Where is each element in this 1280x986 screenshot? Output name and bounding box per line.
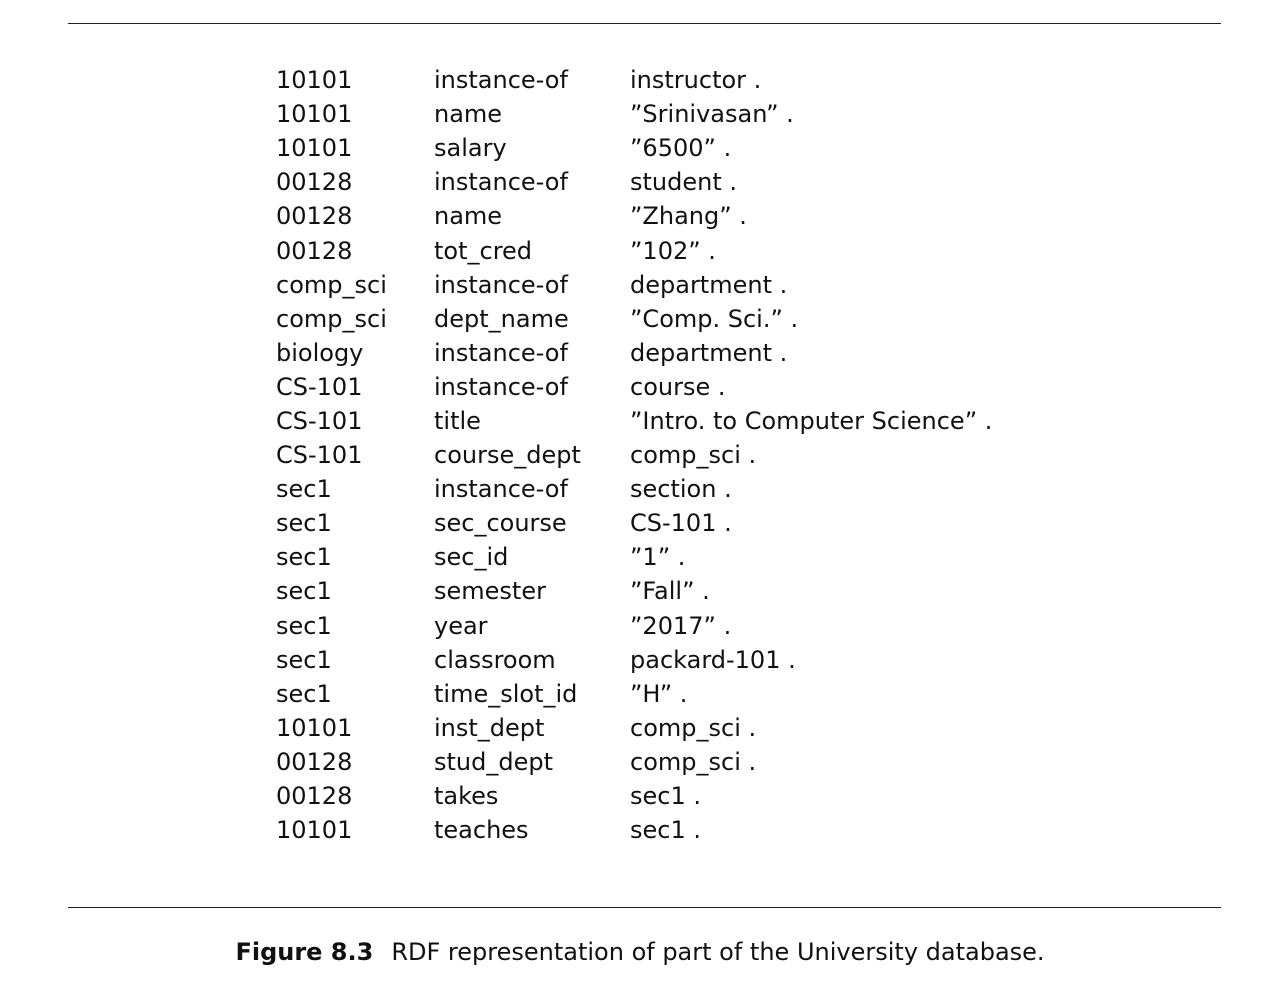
triple-predicate: instance-of — [434, 66, 568, 95]
triple-object: ”Fall” . — [630, 577, 710, 606]
triple-predicate: salary — [434, 134, 507, 163]
triple-object: comp_sci . — [630, 747, 757, 776]
triple-object: comp_sci . — [630, 441, 757, 470]
triple-predicate: instance-of — [434, 372, 568, 401]
triple-subject: sec1 — [276, 577, 332, 606]
triple-object: sec1 . — [630, 782, 701, 811]
triple-object: packard-101 . — [630, 645, 796, 674]
bottom-rule — [68, 907, 1221, 908]
triple-subject: sec1 — [276, 543, 332, 572]
rdf-triple-list: 10101 instance-of instructor . 10101 name ”S… — [276, 63, 992, 847]
triple-row: sec1 sec_id ”1” . — [276, 540, 992, 574]
triple-subject: CS-101 — [276, 441, 363, 470]
triple-row: CS-101 instance-of course . — [276, 370, 992, 404]
triple-subject: biology — [276, 338, 364, 367]
triple-subject: 10101 — [276, 66, 353, 95]
triple-object: student . — [630, 168, 738, 197]
triple-object: ”102” . — [630, 236, 716, 265]
triple-subject: comp_sci — [276, 304, 387, 333]
triple-subject: 00128 — [276, 782, 353, 811]
triple-subject: 00128 — [276, 747, 353, 776]
triple-predicate: sec_id — [434, 543, 509, 572]
triple-row: 10101 instance-of instructor . — [276, 63, 992, 97]
triple-object: ”Intro. to Computer Science” . — [630, 406, 993, 435]
triple-predicate: instance-of — [434, 475, 568, 504]
triple-object: ”Comp. Sci.” . — [630, 304, 799, 333]
triple-predicate: name — [434, 100, 503, 129]
triple-row: 00128 stud_dept comp_sci . — [276, 745, 992, 779]
triple-row: 10101 teaches sec1 . — [276, 813, 992, 847]
triple-subject: sec1 — [276, 645, 332, 674]
triple-row: 10101 inst_dept comp_sci . — [276, 711, 992, 745]
triple-row: 00128 instance-of student . — [276, 165, 992, 199]
triple-row: sec1 year ”2017” . — [276, 609, 992, 643]
triple-row: sec1 time_slot_id ”H” . — [276, 677, 992, 711]
triple-row: 10101 salary ”6500” . — [276, 131, 992, 165]
triple-row: comp_sci dept_name ”Comp. Sci.” . — [276, 302, 992, 336]
triple-row: sec1 semester ”Fall” . — [276, 574, 992, 608]
figure-caption-text: RDF representation of part of the Univer… — [391, 938, 1045, 966]
triple-predicate: takes — [434, 782, 499, 811]
triple-subject: 10101 — [276, 100, 353, 129]
triple-subject: CS-101 — [276, 372, 363, 401]
triple-row: sec1 sec_course CS-101 . — [276, 506, 992, 540]
triple-object: ”6500” . — [630, 134, 732, 163]
triple-predicate: inst_dept — [434, 713, 545, 742]
triple-predicate: instance-of — [434, 338, 568, 367]
triple-object: course . — [630, 372, 726, 401]
triple-object: comp_sci . — [630, 713, 757, 742]
triple-subject: 10101 — [276, 713, 353, 742]
triple-predicate: semester — [434, 577, 546, 606]
triple-object: department . — [630, 338, 788, 367]
triple-predicate: instance-of — [434, 168, 568, 197]
triple-row: CS-101 course_dept comp_sci . — [276, 438, 992, 472]
triple-predicate: teaches — [434, 816, 529, 845]
triple-subject: comp_sci — [276, 270, 387, 299]
triple-predicate: sec_course — [434, 509, 567, 538]
triple-predicate: classroom — [434, 645, 556, 674]
triple-subject: sec1 — [276, 679, 332, 708]
triple-row: comp_sci instance-of department . — [276, 268, 992, 302]
triple-object: department . — [630, 270, 788, 299]
triple-predicate: tot_cred — [434, 236, 533, 265]
triple-subject: 00128 — [276, 168, 353, 197]
triple-object: ”Srinivasan” . — [630, 100, 794, 129]
triple-subject: sec1 — [276, 509, 332, 538]
triple-object: section . — [630, 475, 732, 504]
triple-row: sec1 instance-of section . — [276, 472, 992, 506]
triple-predicate: instance-of — [434, 270, 568, 299]
triple-subject: 00128 — [276, 236, 353, 265]
triple-subject: sec1 — [276, 611, 332, 640]
triple-predicate: name — [434, 202, 503, 231]
top-rule — [68, 23, 1221, 24]
triple-row: 00128 takes sec1 . — [276, 779, 992, 813]
triple-row: 00128 name ”Zhang” . — [276, 199, 992, 233]
triple-row: 10101 name ”Srinivasan” . — [276, 97, 992, 131]
figure-label: Figure 8.3 — [235, 938, 374, 966]
triple-row: biology instance-of department . — [276, 336, 992, 370]
triple-object: ”Zhang” . — [630, 202, 747, 231]
triple-row: CS-101 title ”Intro. to Computer Science” … — [276, 404, 992, 438]
triple-predicate: course_dept — [434, 441, 581, 470]
triple-object: instructor . — [630, 66, 762, 95]
triple-predicate: time_slot_id — [434, 679, 578, 708]
triple-object: ”H” . — [630, 679, 688, 708]
triple-subject: 10101 — [276, 134, 353, 163]
triple-row: 00128 tot_cred ”102” . — [276, 233, 992, 267]
triple-predicate: stud_dept — [434, 747, 554, 776]
triple-subject: CS-101 — [276, 406, 363, 435]
triple-predicate: dept_name — [434, 304, 569, 333]
triple-subject: 00128 — [276, 202, 353, 231]
triple-subject: sec1 — [276, 475, 332, 504]
triple-row: sec1 classroom packard-101 . — [276, 643, 992, 677]
triple-object: ”2017” . — [630, 611, 732, 640]
triple-subject: 10101 — [276, 816, 353, 845]
triple-object: sec1 . — [630, 816, 701, 845]
triple-object: CS-101 . — [630, 509, 732, 538]
triple-object: ”1” . — [630, 543, 686, 572]
triple-predicate: title — [434, 406, 481, 435]
figure-caption: Figure 8.3 RDF representation of part of … — [0, 938, 1280, 966]
triple-predicate: year — [434, 611, 488, 640]
